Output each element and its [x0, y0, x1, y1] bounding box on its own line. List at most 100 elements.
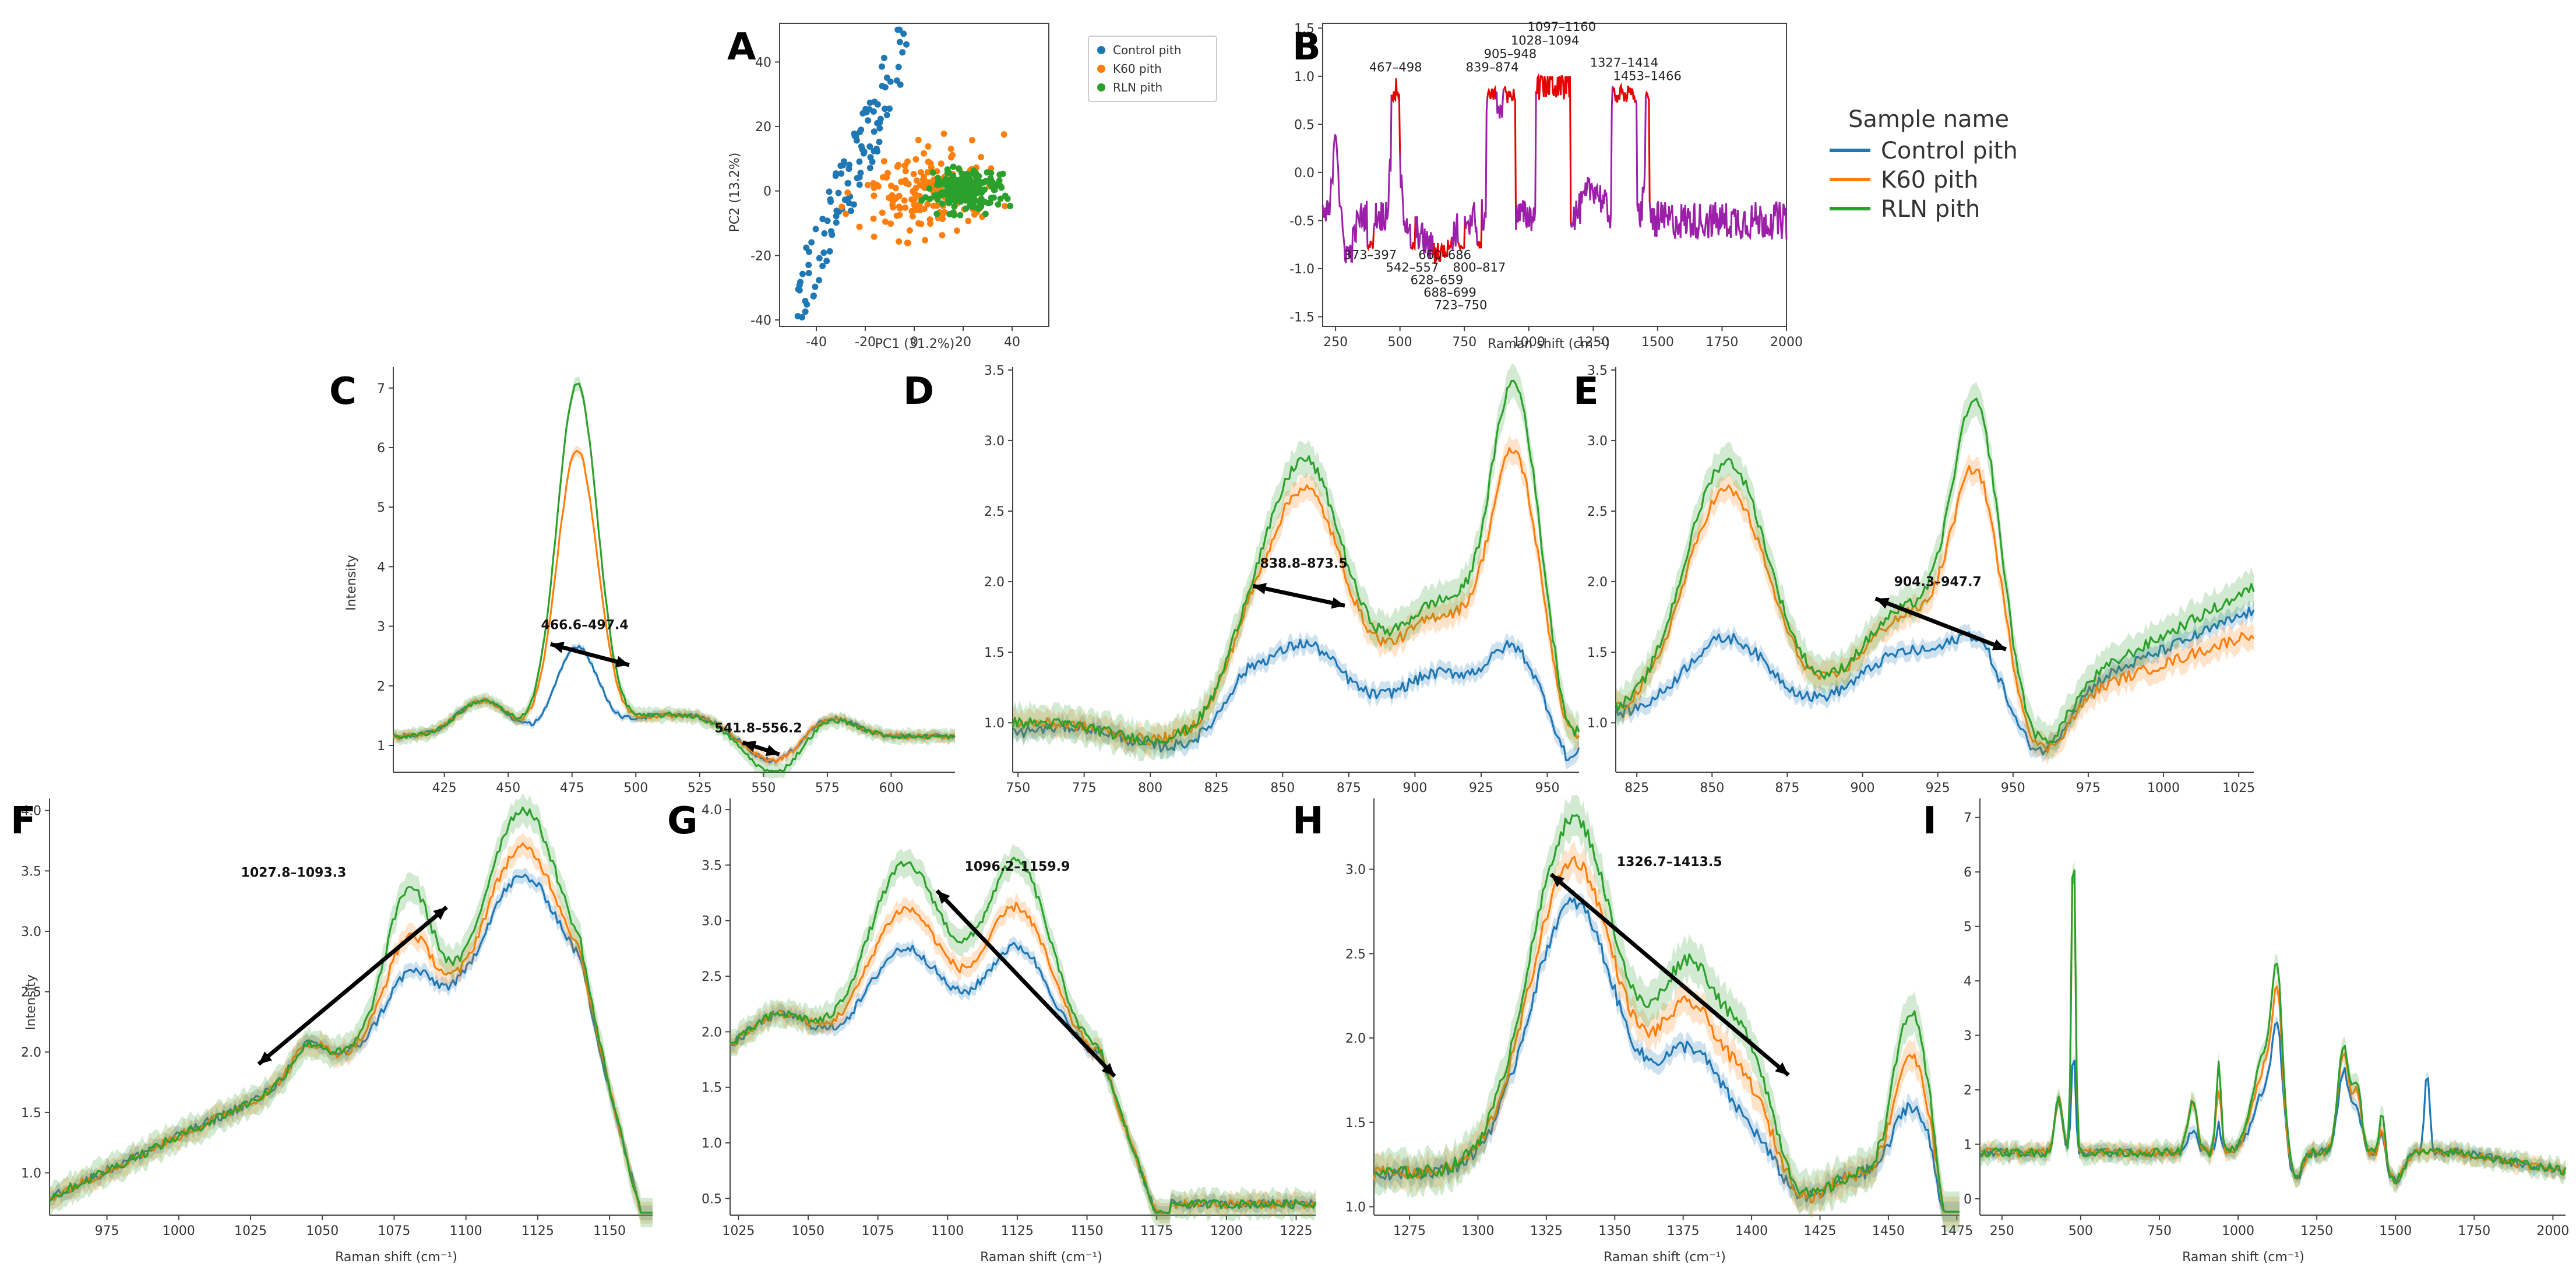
scatter-point-control: [866, 106, 873, 113]
x-tick-label-i: 500: [2068, 1224, 2093, 1238]
range-arrowhead-g-0-1: [1101, 1062, 1115, 1076]
scatter-point-control: [808, 239, 815, 246]
x-tick-label-i: 2000: [2536, 1224, 2569, 1238]
y-tick-label-g: 1.0: [702, 1136, 722, 1151]
scatter-point-control: [802, 298, 809, 304]
scatter-point-k60: [925, 143, 932, 150]
y-tick-label-i: 1: [1964, 1138, 1972, 1152]
scatter-point-k60: [910, 188, 917, 195]
scatter-point-k60: [875, 183, 882, 190]
y-tick-label-c: 4: [377, 560, 385, 575]
y-tick-label-e: 2.0: [1587, 575, 1608, 590]
legend-a: Control pith K60 pith RLN pith: [1088, 36, 1217, 102]
x-tick-label-g: 1025: [722, 1224, 755, 1238]
scatter-point-rln: [967, 177, 974, 184]
legend-a-label-control: Control pith: [1113, 43, 1181, 57]
range-label-b-top: 839–874: [1466, 61, 1519, 75]
x-tick-label-a: 0: [910, 335, 918, 350]
x-tick-label-b: 250: [1323, 335, 1348, 350]
range-label-c-0: 466.6–497.4: [541, 618, 629, 633]
x-tick-label-d: 750: [1006, 781, 1030, 796]
highlight-segment-b: [1645, 90, 1651, 202]
scatter-point-k60: [920, 184, 927, 191]
y-tick-label-h: 1.5: [1345, 1116, 1366, 1131]
y-tick-label-d: 1.5: [984, 646, 1005, 660]
x-tick-label-d: 850: [1270, 781, 1295, 796]
x-tick-label-c: 475: [560, 781, 584, 796]
axis-label-c-y: Intensity: [344, 555, 359, 611]
range-arrowhead-d-0-1: [1331, 597, 1345, 609]
scatter-point-k60: [939, 232, 946, 239]
scatter-point-k60: [898, 178, 905, 185]
scatter-point-rln: [999, 170, 1006, 177]
y-tick-label-f: 3.5: [21, 864, 41, 879]
scatter-point-k60: [843, 210, 850, 217]
x-tick-label-e: 975: [2076, 781, 2101, 796]
scatter-point-rln: [988, 194, 995, 201]
mean-spectrum-segment-b: [1414, 216, 1435, 259]
y-tick-label-b: 1.0: [1294, 70, 1315, 85]
scatter-point-control: [899, 49, 906, 56]
range-label-b-top: 1028–1094: [1511, 33, 1579, 47]
scatter-point-rln: [1004, 195, 1011, 202]
legend-a-box: [1088, 36, 1217, 102]
scatter-point-k60: [988, 165, 995, 172]
x-tick-label-d: 950: [1535, 781, 1559, 796]
scatter-point-control: [819, 262, 826, 269]
scatter-point-k60: [880, 158, 887, 165]
series-line-g-k60: [729, 902, 1316, 1214]
scatter-point-k60: [879, 209, 886, 216]
scatter-point-rln: [975, 205, 982, 212]
y-tick-label-c: 1: [377, 739, 385, 754]
highlight-segment-b: [1366, 231, 1375, 251]
range-label-b-bottom: 542–557: [1386, 261, 1439, 274]
range-arrow-e-0: [1874, 596, 2007, 652]
scatter-point-rln: [963, 170, 970, 177]
scatter-point-control: [882, 105, 889, 112]
x-tick-label-i: 750: [2147, 1224, 2172, 1238]
x-tick-label-g: 1075: [862, 1224, 894, 1238]
ci-band-h-rln: [1374, 794, 1960, 1232]
y-tick-label-d: 2.5: [984, 505, 1005, 519]
scatter-point-k60: [920, 174, 927, 181]
scatter-point-control: [896, 38, 903, 45]
y-tick-label-a: -20: [750, 249, 771, 263]
x-tick-label-e: 1000: [2147, 781, 2180, 796]
y-tick-label-d: 1.0: [984, 716, 1005, 731]
axis-label-a-x: PC1 (31.2%): [875, 337, 955, 351]
scatter-point-control: [883, 111, 890, 118]
scatter-point-k60: [965, 217, 972, 224]
scatter-point-control: [810, 293, 817, 300]
y-tick-label-g: 3.5: [702, 858, 722, 873]
scatter-point-rln: [942, 188, 949, 195]
scatter-point-control: [856, 181, 863, 188]
scatter-point-control: [861, 148, 868, 155]
legend-a-marker-k60: [1097, 65, 1105, 73]
x-tick-label-b: 1000: [1513, 335, 1545, 350]
y-tick-label-e: 3.0: [1587, 434, 1608, 449]
scatter-point-rln: [955, 165, 962, 172]
range-arrowhead-c-1-0: [742, 741, 757, 752]
scatter-point-rln: [1007, 203, 1014, 209]
scatter-point-rln: [963, 205, 970, 212]
scatter-point-rln: [975, 174, 982, 181]
scatter-point-rln: [985, 200, 991, 206]
range-arrow-f-0: [257, 905, 448, 1066]
y-tick-label-c: 6: [377, 441, 385, 456]
x-tick-label-e: 875: [1775, 781, 1799, 796]
scatter-point-k60: [894, 163, 901, 170]
scatter-point-rln: [950, 173, 957, 180]
highlight-segment-b: [1535, 73, 1572, 223]
scatter-point-k60: [933, 202, 940, 209]
x-tick-label-c: 500: [623, 781, 648, 796]
mean-spectrum-segment-b: [1648, 201, 1788, 240]
mean-spectrum-segment-b: [1464, 202, 1478, 245]
scatter-point-control: [826, 188, 833, 195]
scatter-point-k60: [884, 170, 891, 177]
scatter-point-control: [824, 217, 831, 224]
scatter-point-k60: [922, 237, 928, 244]
scatter-point-rln: [935, 174, 942, 181]
scatter-point-control: [821, 230, 828, 237]
highlight-segment-b: [1477, 199, 1483, 249]
x-tick-label-f: 1000: [163, 1224, 195, 1238]
